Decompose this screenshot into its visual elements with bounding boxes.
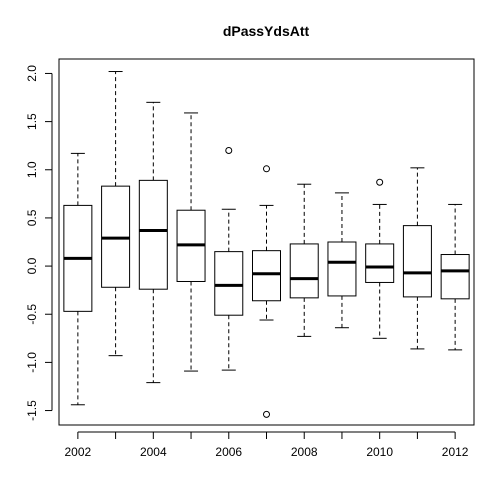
iqr-box <box>402 225 432 298</box>
x-tick-label: 2006 <box>215 445 242 459</box>
box-2004 <box>138 101 168 384</box>
outlier-point <box>263 410 270 418</box>
iqr-box <box>138 179 168 290</box>
iqr-box <box>214 251 244 316</box>
x-tick-label: 2010 <box>366 445 393 459</box>
box-2007 <box>252 165 281 418</box>
iqr-box <box>289 243 319 299</box>
outlier-point <box>225 147 233 154</box>
box-2010 <box>365 178 395 339</box>
x-tick-label: 2012 <box>442 445 469 459</box>
iqr-box <box>365 243 395 283</box>
y-tick-label: -1.5 <box>25 400 39 421</box>
x-tick-label: 2008 <box>291 445 318 459</box>
outlier-point <box>376 178 384 186</box>
box-2009 <box>327 192 357 329</box>
y-tick-label: 1.5 <box>25 113 39 130</box>
y-tick-label: 2.0 <box>25 65 39 82</box>
y-tick-label: 0.5 <box>25 209 39 226</box>
x-axis: 2002 2004 2006 2008 2010 2012 <box>65 431 469 459</box>
box-2003 <box>101 71 131 357</box>
iqr-box <box>327 241 357 297</box>
outlier-point <box>263 165 270 173</box>
iqr-box <box>440 254 470 300</box>
box-2005 <box>176 112 206 372</box>
iqr-box <box>252 250 281 302</box>
box-2008 <box>289 183 319 337</box>
plot-frame <box>58 58 475 426</box>
box-2011 <box>402 167 432 350</box>
x-tick-label: 2002 <box>65 445 92 459</box>
y-axis: -1.5 -1.0 -0.5 0.0 0.5 1.0 1.5 2.0 <box>25 65 53 421</box>
box-2012 <box>440 203 470 351</box>
box-group <box>63 71 470 418</box>
box-2002 <box>63 152 93 406</box>
chart-title: dPassYdsAtt <box>223 23 310 39</box>
y-tick-label: 0.0 <box>25 257 39 274</box>
y-tick-label: -1.0 <box>25 352 39 373</box>
y-tick-label: -0.5 <box>25 304 39 325</box>
x-tick-label: 2004 <box>140 445 167 459</box>
y-tick-label: 1.0 <box>25 161 39 178</box>
box-2006 <box>214 147 244 371</box>
